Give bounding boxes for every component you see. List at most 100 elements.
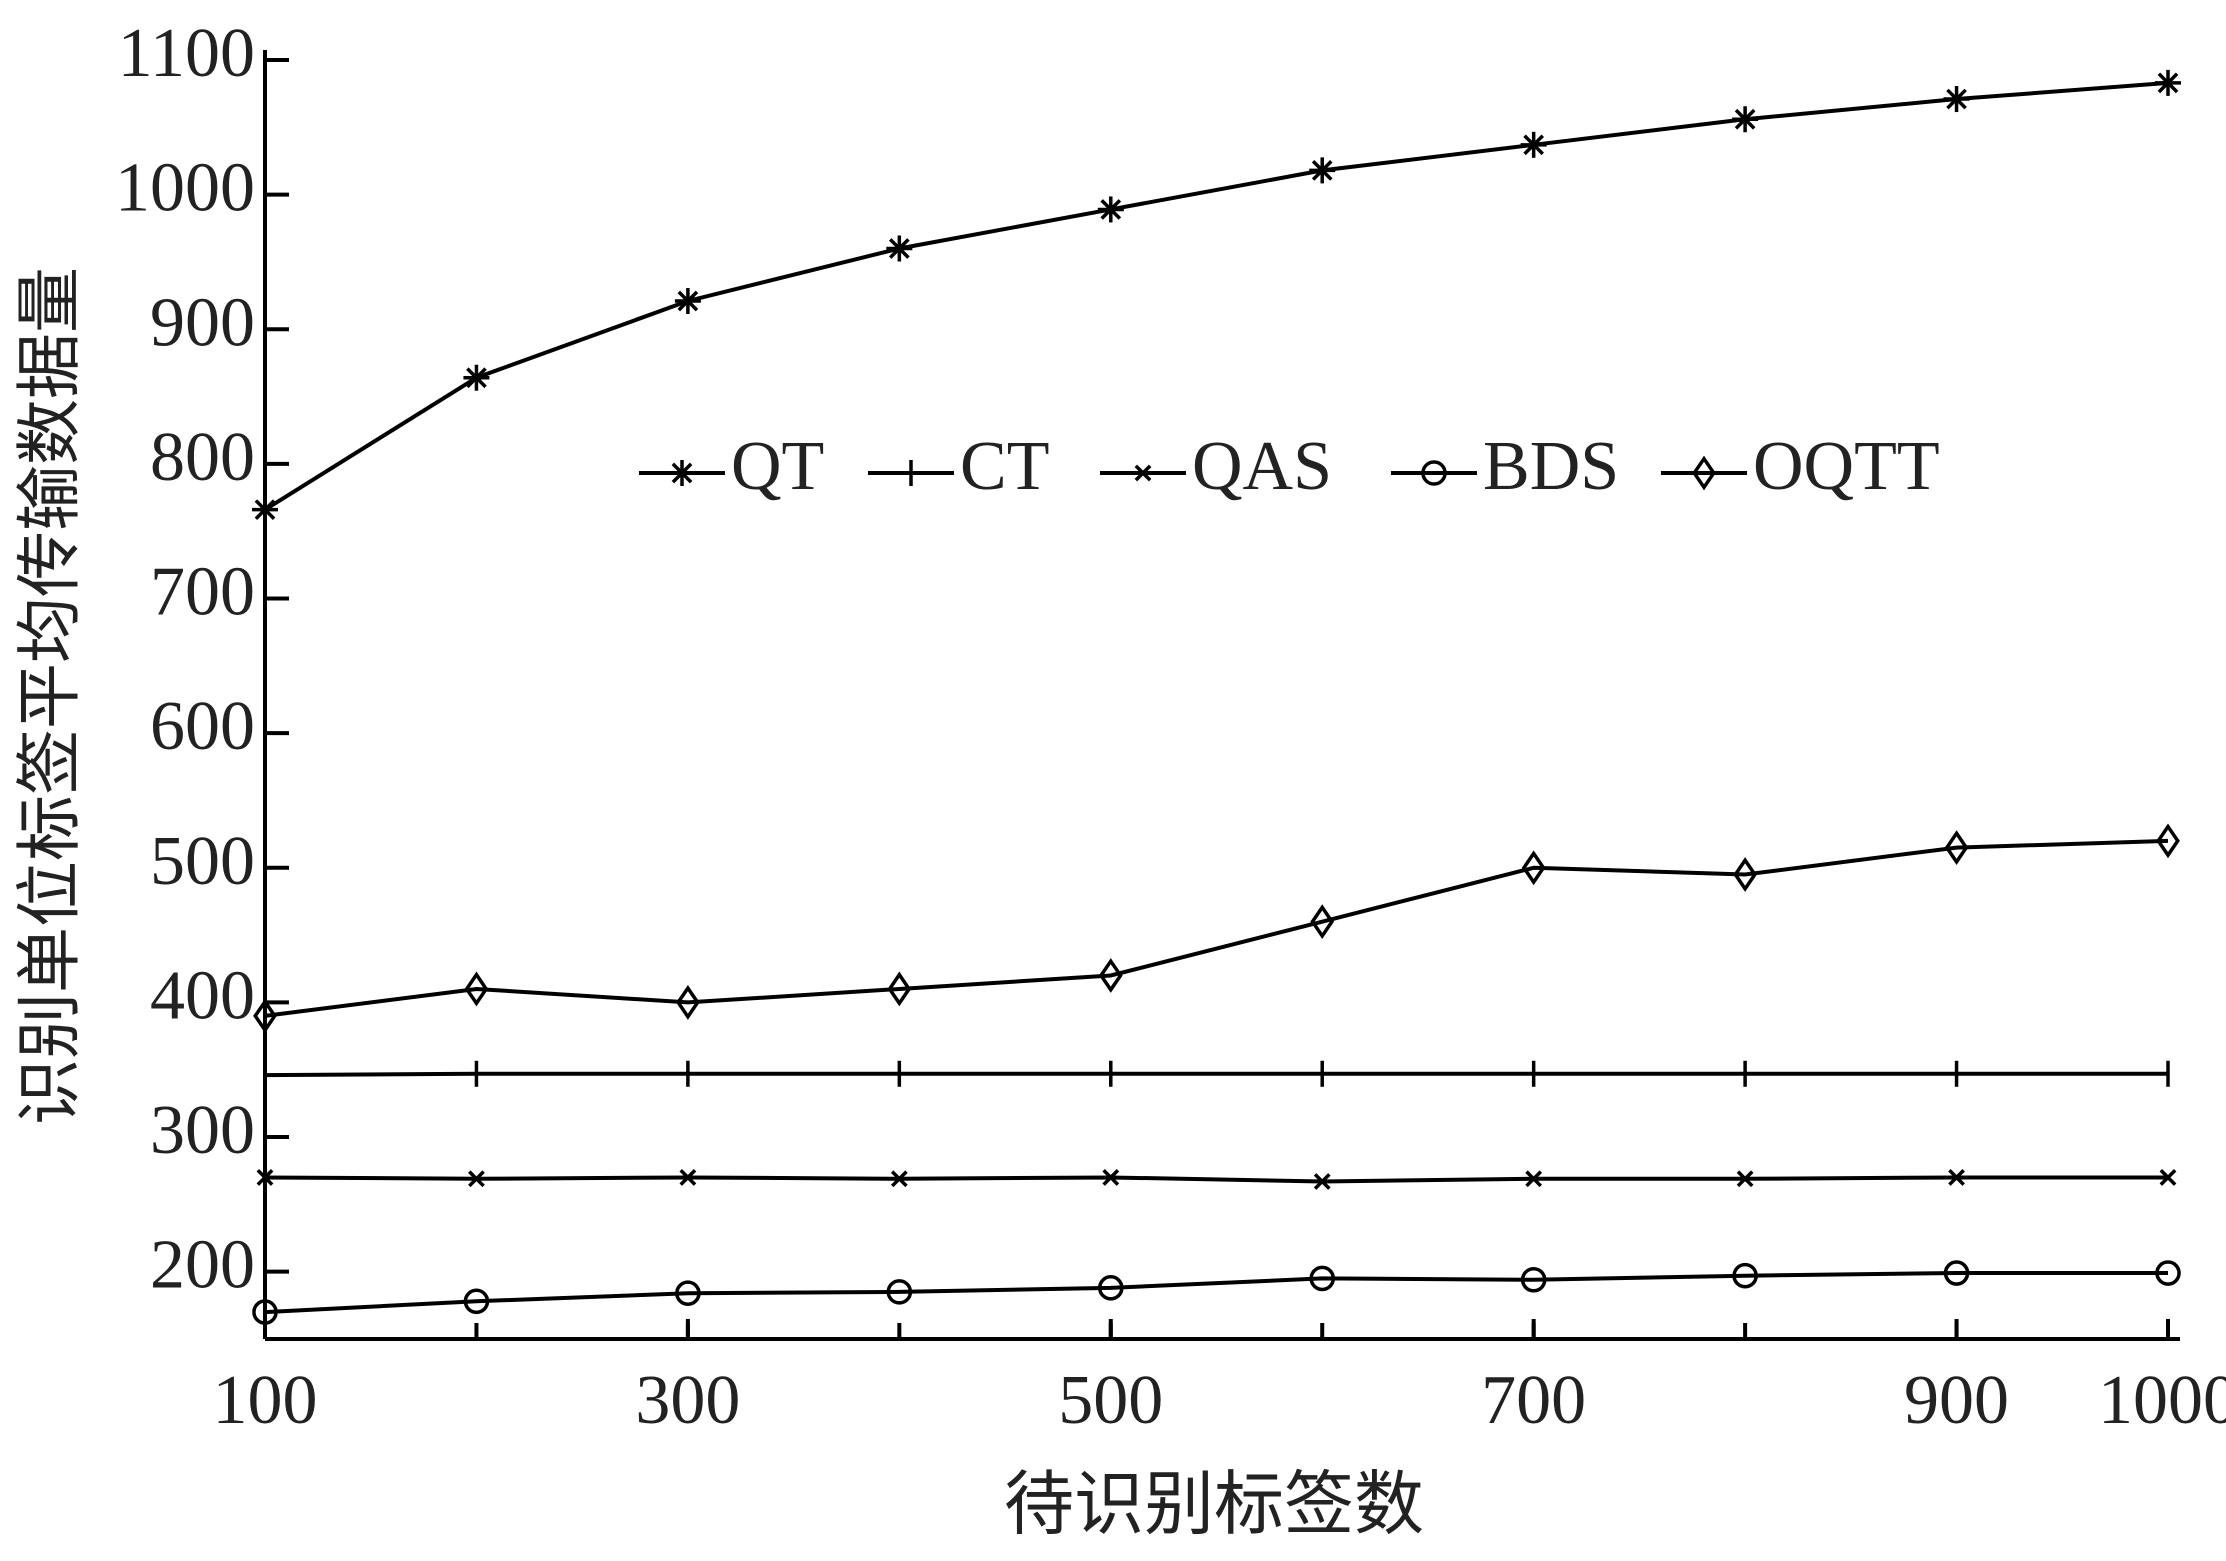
marker <box>1309 157 1336 184</box>
marker-circle <box>675 1280 701 1307</box>
legend-label: BDS <box>1483 428 1619 505</box>
marker <box>1732 106 1759 133</box>
marker-stroke <box>677 290 699 312</box>
marker <box>1733 857 1757 892</box>
marker-diamond <box>464 971 489 1007</box>
series-line <box>264 1175 2168 1184</box>
marker <box>1525 1170 1543 1188</box>
marker-circle <box>463 1288 490 1315</box>
marker <box>253 998 277 1034</box>
marker-stroke <box>1948 1169 1965 1186</box>
marker <box>679 1169 697 1186</box>
marker-diamond <box>887 971 912 1007</box>
marker <box>1313 1173 1331 1190</box>
marker-diamond <box>2156 823 2180 859</box>
marker <box>1521 850 1546 886</box>
marker-diamond <box>1692 455 1716 491</box>
x-tick-label: 1000 <box>2098 1362 2226 1439</box>
y-tick-label: 900 <box>150 284 255 361</box>
marker-circle <box>2155 1260 2181 1286</box>
legend-label: QAS <box>1192 428 1332 505</box>
y-tick-label: 600 <box>150 688 255 765</box>
marker-stroke <box>1100 199 1122 220</box>
marker-diamond <box>1944 830 1969 866</box>
y-tick-label: 800 <box>150 419 255 496</box>
marker-circle <box>1421 460 1447 486</box>
marker <box>463 364 490 391</box>
marker-stroke <box>2157 72 2179 94</box>
legend-label: OQTT <box>1753 428 1940 505</box>
legend-label: QT <box>731 428 824 505</box>
series-line <box>264 1271 2168 1315</box>
marker-stroke <box>890 1170 908 1188</box>
marker-stroke <box>1311 160 1333 181</box>
y-tick-label: 1000 <box>115 150 255 227</box>
marker <box>2156 823 2180 859</box>
marker <box>2155 1260 2181 1286</box>
series-line <box>264 838 2169 1018</box>
marker-stroke <box>671 462 693 484</box>
legend-label: CT <box>960 428 1049 505</box>
x-tick-label: 500 <box>1058 1362 1163 1439</box>
marker-stroke <box>888 238 910 259</box>
marker-circle <box>1309 1265 1336 1292</box>
series-line <box>264 1071 2168 1078</box>
marker-circle <box>1097 1275 1124 1301</box>
marker <box>464 971 489 1007</box>
x-tick-label: 700 <box>1481 1362 1586 1439</box>
marker-diamond <box>1521 850 1546 886</box>
marker-diamond <box>1310 904 1335 940</box>
marker-circle <box>252 1299 278 1325</box>
marker <box>468 1170 485 1188</box>
marker <box>1943 86 1970 113</box>
marker-stroke <box>1525 1170 1543 1188</box>
marker <box>675 1280 701 1307</box>
marker <box>252 1299 278 1325</box>
y-tick-label: 400 <box>150 957 255 1034</box>
marker <box>1310 904 1335 940</box>
series-line <box>263 80 2169 512</box>
marker <box>1943 1260 1970 1286</box>
marker <box>2155 69 2181 96</box>
marker <box>1520 131 1547 158</box>
marker <box>674 287 701 314</box>
marker-stroke <box>679 1169 697 1186</box>
marker <box>256 1169 274 1186</box>
x-tick-label: 300 <box>635 1362 740 1439</box>
marker-stroke <box>1134 464 1152 482</box>
x-axis-label: 待识别标签数 <box>1004 1467 1424 1544</box>
marker <box>252 496 278 523</box>
marker-diamond <box>1733 857 1757 892</box>
marker <box>669 460 695 486</box>
marker-stroke <box>254 499 276 521</box>
marker <box>463 1288 490 1315</box>
marker <box>1097 196 1124 223</box>
marker-stroke <box>1313 1173 1331 1190</box>
marker <box>887 971 912 1007</box>
marker-stroke <box>1102 1169 1120 1186</box>
marker-circle <box>886 1279 913 1305</box>
marker-stroke <box>1736 1170 1754 1188</box>
marker <box>1732 1262 1758 1289</box>
marker-circle <box>1520 1266 1547 1293</box>
marker-stroke <box>468 1170 485 1188</box>
marker-stroke <box>1523 134 1545 156</box>
marker <box>1944 830 1969 866</box>
marker <box>1948 1169 1965 1186</box>
marker <box>1520 1266 1547 1293</box>
y-axis-label: 识别单位标签平均传输数据量 <box>14 267 87 1125</box>
marker-stroke <box>466 367 487 389</box>
marker-circle <box>1943 1260 1970 1286</box>
marker <box>1102 1169 1120 1186</box>
y-tick-label: 500 <box>150 823 255 900</box>
marker <box>886 235 913 262</box>
marker <box>890 1170 908 1188</box>
marker-stroke <box>1734 108 1756 130</box>
x-tick-label: 900 <box>1904 1362 2009 1439</box>
marker <box>1692 455 1716 491</box>
marker-diamond <box>676 985 700 1020</box>
marker <box>1134 464 1152 482</box>
y-tick-label: 300 <box>150 1092 255 1169</box>
